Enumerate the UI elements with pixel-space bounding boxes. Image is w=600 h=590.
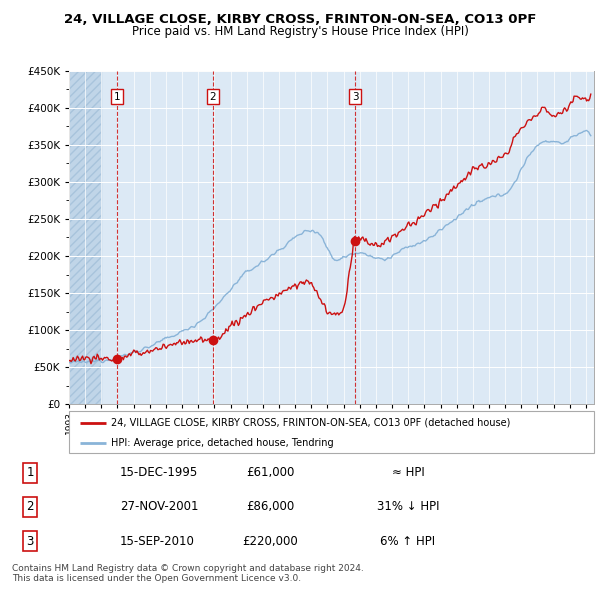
- Text: ≈ HPI: ≈ HPI: [392, 466, 424, 479]
- Text: 3: 3: [26, 535, 34, 548]
- Text: 15-DEC-1995: 15-DEC-1995: [120, 466, 198, 479]
- Text: 31% ↓ HPI: 31% ↓ HPI: [377, 500, 439, 513]
- Text: 15-SEP-2010: 15-SEP-2010: [120, 535, 195, 548]
- Text: £86,000: £86,000: [246, 500, 294, 513]
- Text: 6% ↑ HPI: 6% ↑ HPI: [380, 535, 436, 548]
- Bar: [69, 71, 101, 404]
- Text: 3: 3: [352, 91, 358, 101]
- Text: 1: 1: [26, 466, 34, 479]
- Text: Price paid vs. HM Land Registry's House Price Index (HPI): Price paid vs. HM Land Registry's House …: [131, 25, 469, 38]
- Text: 1: 1: [113, 91, 120, 101]
- Text: 27-NOV-2001: 27-NOV-2001: [120, 500, 199, 513]
- Text: 24, VILLAGE CLOSE, KIRBY CROSS, FRINTON-ON-SEA, CO13 0PF (detached house): 24, VILLAGE CLOSE, KIRBY CROSS, FRINTON-…: [111, 418, 511, 428]
- Text: 24, VILLAGE CLOSE, KIRBY CROSS, FRINTON-ON-SEA, CO13 0PF: 24, VILLAGE CLOSE, KIRBY CROSS, FRINTON-…: [64, 13, 536, 26]
- Text: 2: 2: [209, 91, 216, 101]
- Text: £61,000: £61,000: [246, 466, 294, 479]
- Text: HPI: Average price, detached house, Tendring: HPI: Average price, detached house, Tend…: [111, 438, 334, 447]
- Text: £220,000: £220,000: [242, 535, 298, 548]
- Text: 2: 2: [26, 500, 34, 513]
- Bar: [69, 71, 101, 404]
- Text: Contains HM Land Registry data © Crown copyright and database right 2024.
This d: Contains HM Land Registry data © Crown c…: [12, 563, 364, 583]
